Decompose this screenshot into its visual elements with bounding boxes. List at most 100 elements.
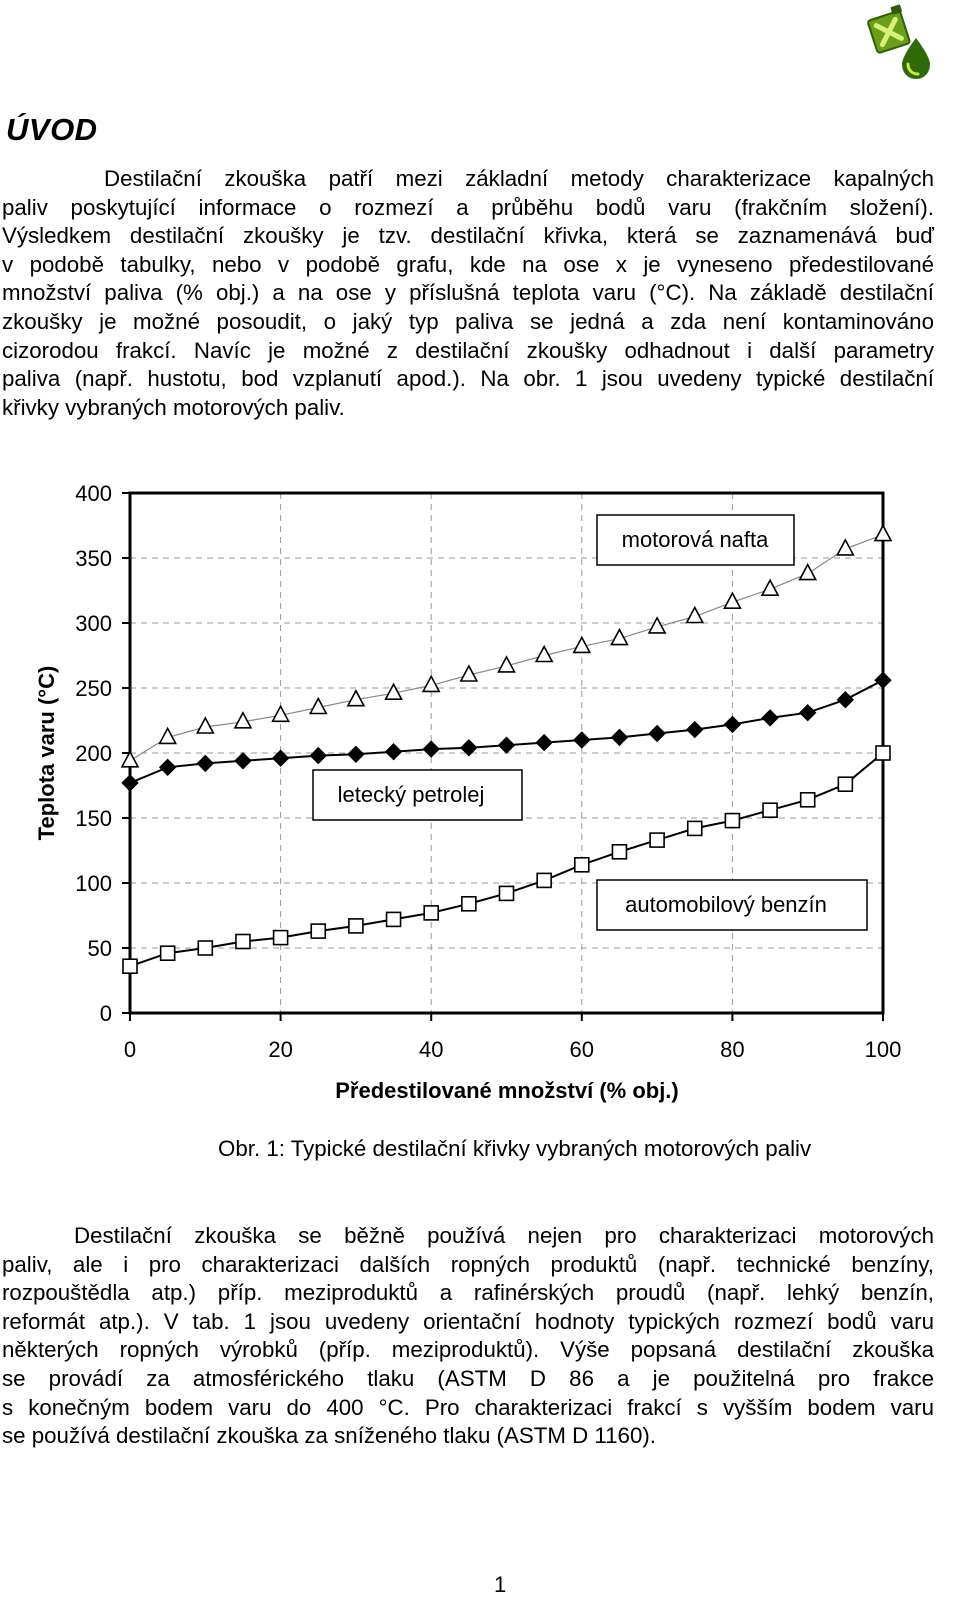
y-tick-label: 300 <box>75 611 112 636</box>
data-point-kerosene <box>798 703 817 722</box>
x-axis-ticks: 0 20 40 60 80 100 <box>124 1013 901 1062</box>
text-line: Destilační zkouška patří mezi základní m… <box>104 166 934 191</box>
text-line: cizorodou frakcí. Navíc je možné z desti… <box>2 337 934 363</box>
data-point-kerosene <box>158 758 177 777</box>
text-line: paliv poskytující informace o rozmezí a … <box>2 194 934 220</box>
data-point-gasoline <box>724 812 741 829</box>
y-tick-label: 150 <box>75 806 112 831</box>
data-point-gasoline <box>686 820 703 837</box>
y-tick-label: 200 <box>75 741 112 766</box>
data-point-gasoline <box>762 802 778 819</box>
data-point-diesel <box>873 523 893 542</box>
x-tick-label: 80 <box>720 1037 744 1062</box>
data-point-gasoline <box>310 923 327 939</box>
series-label-kerosene: letecký petrolej <box>338 782 485 807</box>
text-line: v podobě tabulky, nebo v podobě grafu, k… <box>2 251 934 277</box>
section-heading: ÚVOD <box>6 112 98 147</box>
data-point-gasoline <box>611 843 628 860</box>
intro-paragraph: Destilační zkouška patří mezi základní m… <box>2 165 934 422</box>
y-tick-label: 250 <box>75 676 112 701</box>
data-point-diesel <box>158 726 177 745</box>
data-point-gasoline <box>122 958 138 975</box>
data-point-kerosene <box>836 690 855 709</box>
text-line: s konečným bodem varu do 400 °C. Pro cha… <box>2 1394 934 1420</box>
data-point-kerosene <box>610 728 629 747</box>
data-point-kerosene <box>648 724 666 743</box>
data-point-kerosene <box>761 709 779 727</box>
data-point-gasoline <box>498 885 515 902</box>
chart-series <box>120 523 893 975</box>
series-label-diesel: motorová nafta <box>622 527 770 552</box>
y-tick-label: 350 <box>75 546 112 571</box>
data-point-gasoline <box>875 745 891 761</box>
series-label-gasoline: automobilový benzín <box>625 892 827 917</box>
data-point-diesel <box>308 696 328 715</box>
data-point-kerosene <box>384 742 403 761</box>
data-point-kerosene <box>234 752 252 770</box>
label-automobilovy-benzin: automobilový benzín <box>596 879 868 931</box>
data-point-diesel <box>421 674 441 693</box>
text-line: Destilační zkouška se běžně používá neje… <box>74 1223 934 1248</box>
y-axis-ticks: 0 50 100 150 200 250 300 350 400 <box>75 481 130 1026</box>
text-line: paliv, ale i pro charakterizaci dalších … <box>2 1251 934 1277</box>
data-point-kerosene <box>196 754 215 773</box>
data-point-diesel <box>836 538 855 556</box>
data-point-diesel <box>647 616 667 634</box>
data-point-diesel <box>534 644 554 663</box>
data-point-diesel <box>459 664 479 682</box>
data-point-kerosene <box>271 749 290 767</box>
text-line: zkoušky je možné posoudit, o jaký typ pa… <box>2 308 934 334</box>
data-point-kerosene <box>460 739 478 757</box>
data-point-diesel <box>120 750 140 768</box>
data-point-kerosene <box>422 740 440 758</box>
text-line: množství paliva (% obj.) a na ose y přís… <box>2 280 934 306</box>
data-point-diesel <box>384 682 403 700</box>
data-point-diesel <box>271 704 290 723</box>
text-line: některých ropných výrobků (příp. mezipro… <box>2 1337 934 1363</box>
x-tick-label: 60 <box>570 1037 594 1062</box>
text-line: Výsledkem destilační zkoušky je tzv. des… <box>2 223 934 249</box>
y-tick-label: 100 <box>75 871 112 896</box>
data-point-gasoline <box>348 918 364 934</box>
data-point-diesel <box>610 627 629 646</box>
data-point-diesel <box>572 635 592 654</box>
data-point-diesel <box>497 655 516 673</box>
label-letecky-petrolej: letecký petrolej <box>312 769 523 821</box>
data-point-gasoline <box>461 895 477 912</box>
data-point-kerosene <box>309 746 327 765</box>
x-tick-label: 40 <box>419 1037 443 1062</box>
page-number: 1 <box>494 1572 507 1597</box>
x-tick-label: 100 <box>865 1037 902 1062</box>
text-line: reformát atp.). V tab. 1 jsou uvedeny or… <box>2 1308 934 1334</box>
data-point-diesel <box>346 688 366 707</box>
fuel-logo-icon <box>867 4 930 79</box>
x-tick-label: 20 <box>268 1037 292 1062</box>
data-point-kerosene <box>573 731 591 749</box>
text-line: se používá destilační zkouška za snížené… <box>2 1423 656 1449</box>
data-point-gasoline <box>235 933 251 950</box>
data-point-gasoline <box>799 791 816 808</box>
data-point-gasoline <box>536 872 552 889</box>
data-point-diesel <box>685 605 705 624</box>
data-point-diesel <box>723 591 742 609</box>
figure-caption: Obr. 1: Typické destilační křivky vybran… <box>218 1136 812 1161</box>
text-line: křivky vybraných motorových paliv. <box>2 394 345 420</box>
series-diesel <box>120 523 893 768</box>
text-line: se provádí za atmosférického tlaku (ASTM… <box>2 1365 934 1391</box>
series-kerosene <box>121 671 892 792</box>
data-point-gasoline <box>837 776 854 793</box>
text-line: paliva (např. hustotu, bod vzplanutí apo… <box>2 366 934 392</box>
y-tick-label: 50 <box>88 936 112 961</box>
data-point-kerosene <box>686 720 704 739</box>
data-point-diesel <box>233 711 253 729</box>
second-paragraph: Destilační zkouška se běžně používá neje… <box>2 1222 934 1451</box>
data-point-gasoline <box>385 911 402 928</box>
data-point-kerosene <box>535 733 553 752</box>
series-gasoline <box>122 745 891 975</box>
data-point-gasoline <box>272 929 289 946</box>
data-point-gasoline <box>423 905 440 921</box>
y-tick-label: 0 <box>100 1001 112 1026</box>
data-point-kerosene <box>497 736 516 754</box>
data-point-kerosene <box>874 671 892 689</box>
data-point-gasoline <box>649 832 665 848</box>
